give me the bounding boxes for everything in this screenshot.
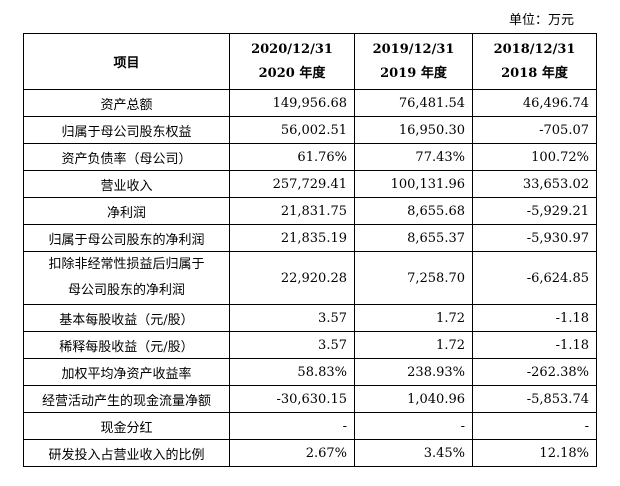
table-row: 归属于母公司股东的净利润 21,835.19 8,655.37 -5,930.9… [23,224,597,252]
row-label: 归属于母公司股东的净利润 [23,224,230,252]
row-label: 现金分红 [23,412,230,440]
cell-value: 46,496.74 [472,89,597,117]
cell-value: 8,655.68 [354,197,473,225]
header-date: 2018/12/31 [493,41,576,57]
table-row: 加权平均净资产收益率 58.83% 238.93% -262.38% [23,358,597,386]
row-label-line: 扣除非经常性损益后归属于 [48,257,205,272]
cell-value: -1.18 [472,331,597,359]
row-label: 稀释每股收益（元/股） [23,331,230,359]
table-row: 资产总额 149,956.68 76,481.54 46,496.74 [23,89,597,117]
cell-value: -1.18 [472,304,597,332]
cell-value: -6,624.85 [472,251,597,305]
header-date: 2019/12/31 [372,41,455,57]
cell-value: 1.72 [354,331,473,359]
cell-value: -5,853.74 [472,385,597,413]
financial-table: 项目 2020/12/31 2020 年度 2019/12/31 2019 年度… [23,33,597,467]
unit-label: 单位：万元 [508,13,574,28]
cell-value: 1.72 [354,304,473,332]
cell-value: 12.18% [472,439,597,467]
cell-value: 56,002.51 [229,116,355,144]
cell-value: 3.57 [229,304,355,332]
table-header-row: 项目 2020/12/31 2020 年度 2019/12/31 2019 年度… [23,33,597,90]
cell-value: -262.38% [472,358,597,386]
table-row: 经营活动产生的现金流量净额 -30,630.15 1,040.96 -5,853… [23,385,597,413]
row-label: 净利润 [23,197,230,225]
row-label: 营业收入 [23,170,230,198]
cell-value: 100.72% [472,143,597,171]
cell-value: 2.67% [229,439,355,467]
header-year: 2018 年度 [501,65,568,81]
table-row: 归属于母公司股东权益 56,002.51 16,950.30 -705.07 [23,116,597,144]
cell-value: -705.07 [472,116,597,144]
cell-value: 7,258.70 [354,251,473,305]
table-row: 研发投入占营业收入的比例 2.67% 3.45% 12.18% [23,439,597,467]
cell-value: -30,630.15 [229,385,355,413]
cell-value: 8,655.37 [354,224,473,252]
row-label: 加权平均净资产收益率 [23,358,230,386]
header-date: 2020/12/31 [251,41,333,57]
row-label: 资产负债率（母公司） [23,143,230,171]
table-row: 资产负债率（母公司） 61.76% 77.43% 100.72% [23,143,597,171]
cell-value: 61.76% [229,143,355,171]
row-label: 研发投入占营业收入的比例 [23,439,230,467]
header-year: 2020 年度 [258,65,326,81]
cell-value: 100,131.96 [354,170,473,198]
cell-value: 77.43% [354,143,473,171]
table-row: 稀释每股收益（元/股） 3.57 1.72 -1.18 [23,331,597,359]
cell-value: 149,956.68 [229,89,355,117]
cell-value: 1,040.96 [354,385,473,413]
row-label: 归属于母公司股东权益 [23,116,230,144]
cell-value: 3.57 [229,331,355,359]
cell-value: 16,950.30 [354,116,473,144]
cell-value: 21,831.75 [229,197,355,225]
header-col-2020: 2020/12/31 2020 年度 [229,33,355,90]
header-col-2019: 2019/12/31 2019 年度 [354,33,473,90]
cell-value: 58.83% [229,358,355,386]
row-label: 经营活动产生的现金流量净额 [23,385,230,413]
row-label: 扣除非经常性损益后归属于 母公司股东的净利润 [23,251,230,305]
cell-value: 257,729.41 [229,170,355,198]
cell-value: 33,653.02 [472,170,597,198]
cell-value: 76,481.54 [354,89,473,117]
cell-value: - [354,412,473,440]
row-label-line: 母公司股东的净利润 [67,283,185,298]
cell-value: 22,920.28 [229,251,355,305]
row-label: 资产总额 [23,89,230,117]
table-row: 现金分红 - - - [23,412,597,440]
row-label: 基本每股收益（元/股） [23,304,230,332]
cell-value: -5,930.97 [472,224,597,252]
table-row: 扣除非经常性损益后归属于 母公司股东的净利润 22,920.28 7,258.7… [23,251,597,305]
cell-value: 3.45% [354,439,473,467]
cell-value: - [472,412,597,440]
header-col-2018: 2018/12/31 2018 年度 [472,33,597,90]
cell-value: 21,835.19 [229,224,355,252]
cell-value: -5,929.21 [472,197,597,225]
header-item: 项目 [23,33,230,90]
cell-value: - [229,412,355,440]
cell-value: 238.93% [354,358,473,386]
table-row: 基本每股收益（元/股） 3.57 1.72 -1.18 [23,304,597,332]
table-row: 营业收入 257,729.41 100,131.96 33,653.02 [23,170,597,198]
table-row: 净利润 21,831.75 8,655.68 -5,929.21 [23,197,597,225]
header-year: 2019 年度 [380,65,447,81]
